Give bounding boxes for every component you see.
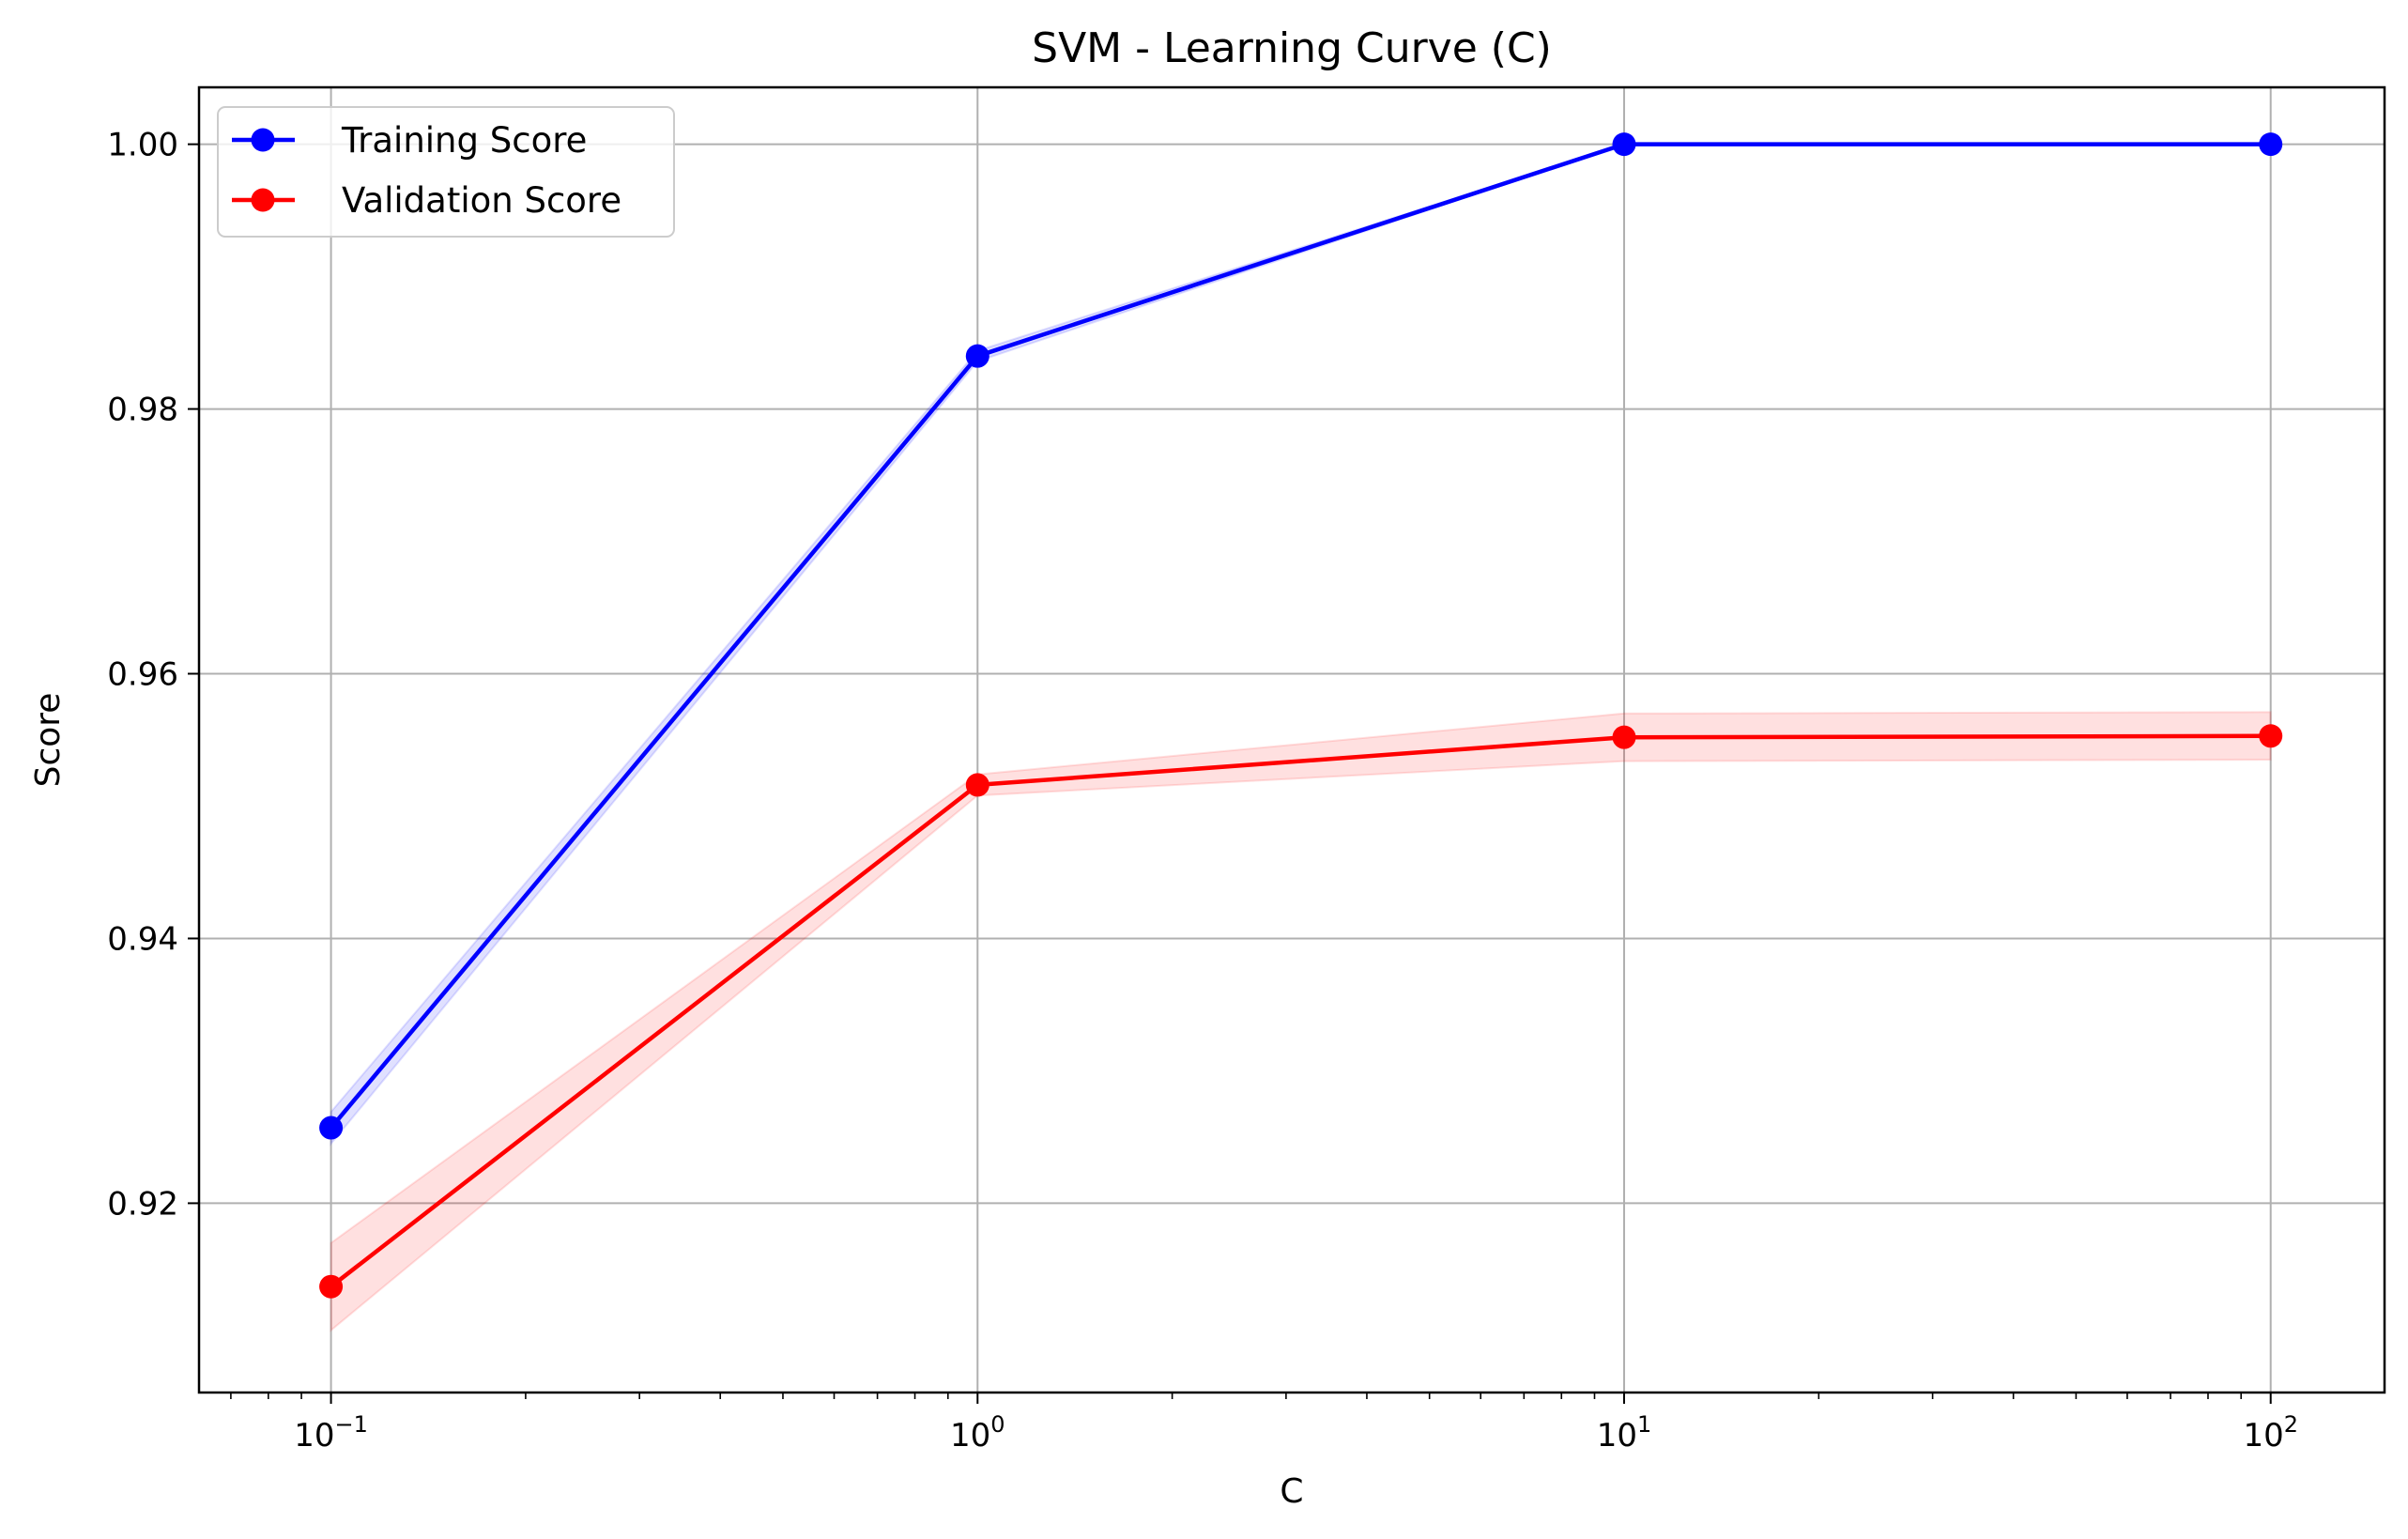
series-0-point: [1612, 132, 1636, 157]
legend-box: [217, 106, 675, 238]
y-tick-label: 0.98: [107, 392, 178, 429]
y-tick-label: 0.96: [107, 656, 178, 694]
x-tick-label: 10−1: [294, 1411, 368, 1454]
series-lines: [329, 142, 2271, 1288]
legend: Training Score Validation Score: [217, 106, 675, 238]
series-0-point: [319, 1116, 344, 1140]
legend-label: Validation Score: [342, 180, 621, 221]
y-axis-label: Score: [29, 693, 68, 788]
series-0-point: [965, 344, 989, 368]
y-tick-label: 0.92: [107, 1185, 178, 1223]
y-tick-label: 0.94: [107, 920, 178, 958]
legend-marker-swatch: [251, 188, 275, 212]
legend-marker-swatch: [251, 128, 275, 152]
series-1-std-band: [330, 711, 2272, 1332]
x-tick-label: 101: [1597, 1411, 1652, 1454]
series-1-point: [1612, 725, 1636, 749]
series-points: [319, 132, 2283, 1299]
series-1-point: [319, 1274, 344, 1299]
plot-frame: [197, 85, 2386, 1394]
y-tick-label: 1.00: [107, 127, 178, 164]
chart-title: SVM - Learning Curve (C): [1032, 24, 1552, 72]
series-0-line: [329, 142, 2271, 1130]
x-axis-label: C: [1280, 1472, 1303, 1511]
series-1-point: [965, 773, 989, 797]
series-1-line: [330, 733, 2271, 1288]
series-0-point: [2259, 132, 2283, 157]
series-1-point: [2259, 724, 2283, 748]
legend-label: Training Score: [341, 120, 587, 161]
y-axis-ticks: 0.92 0.94 0.96 0.98 1.00: [107, 127, 199, 1223]
x-tick-label: 102: [2243, 1411, 2298, 1454]
x-axis-ticks: 10−1 100 101 102: [230, 1393, 2298, 1454]
x-tick-label: 100: [950, 1411, 1005, 1454]
